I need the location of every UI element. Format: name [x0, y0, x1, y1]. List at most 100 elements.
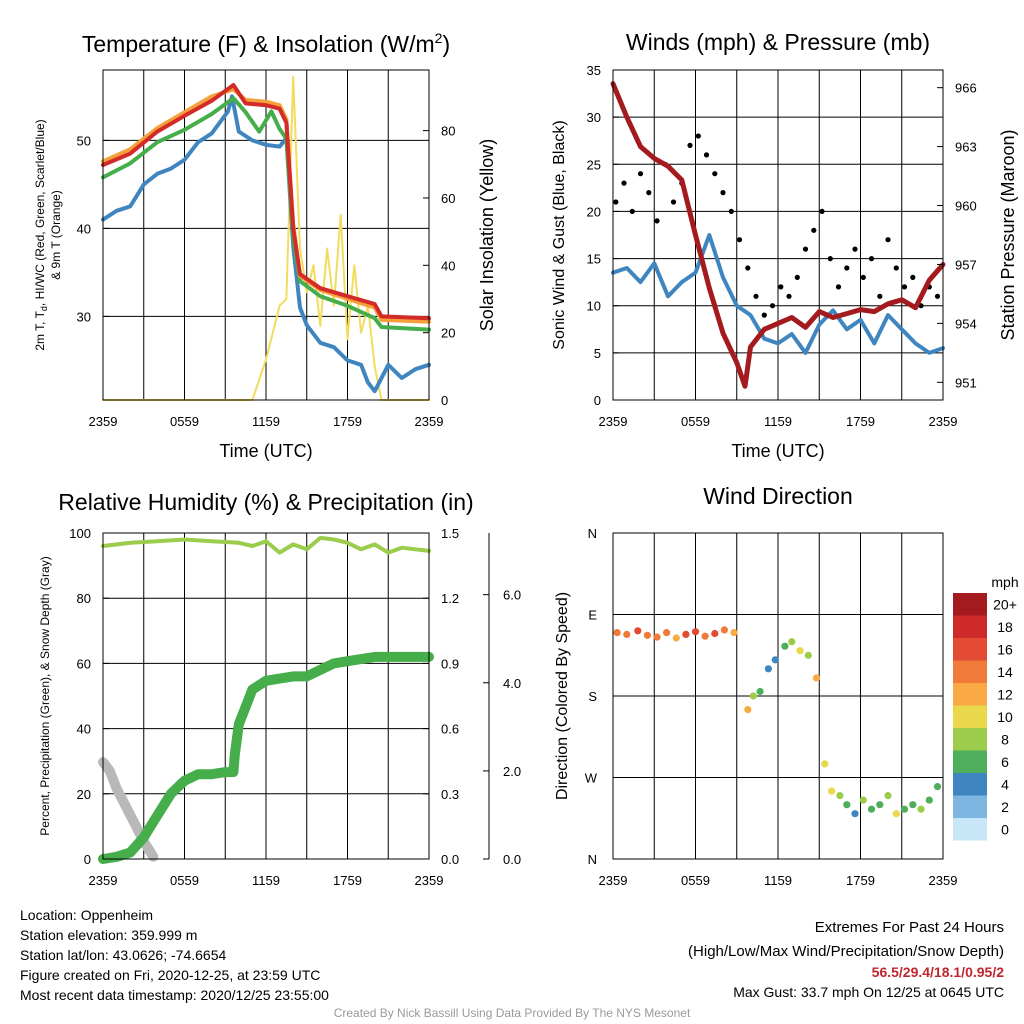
- y2-tick-label: 960: [955, 199, 977, 214]
- temperature-xlabel: Time (UTC): [219, 441, 312, 461]
- y2-tick-label: 0.6: [441, 722, 459, 737]
- y2-tick-label: 1.2: [441, 591, 459, 606]
- gust-point: [893, 265, 899, 271]
- gust-point: [811, 227, 817, 233]
- y2-tick-label: 0: [441, 393, 448, 408]
- x-tick-label: 0559: [170, 414, 199, 429]
- station-latlon: Station lat/lon: 43.0626; -74.6654: [20, 947, 227, 963]
- snow-depth-line: [98, 757, 159, 862]
- legend-swatch: [953, 638, 987, 661]
- legend-swatch: [953, 750, 987, 773]
- y2-tick-label: 20: [441, 326, 455, 341]
- temperature-ylabel-left-2: & 9m T (Orange): [49, 190, 63, 280]
- temperature-line: [101, 96, 431, 332]
- gust-point: [753, 293, 759, 299]
- y-tick-label: 0: [594, 393, 601, 408]
- winds-grid: [613, 70, 943, 400]
- y2-tick-label: 1.5: [441, 526, 459, 541]
- direction-point: [663, 629, 671, 637]
- x-tick-label: 2359: [599, 414, 628, 429]
- winds-ylabel-right: Station Pressure (Maroon): [998, 129, 1018, 340]
- direction-tick-label: N: [588, 852, 597, 867]
- temperature-ylabel-left: 2m T, Td, HI/WC (Red, Green, Scarlet/Blu…: [33, 119, 49, 350]
- direction-point: [720, 626, 729, 634]
- direction-point: [764, 665, 773, 673]
- direction-point: [917, 805, 925, 813]
- legend-label: 10: [997, 709, 1013, 725]
- y2-tick-label: 966: [955, 81, 977, 96]
- direction-point: [900, 805, 909, 813]
- gust-point: [637, 171, 644, 177]
- direction-point: [781, 642, 789, 650]
- x-tick-label: 0559: [681, 414, 710, 429]
- direction-point: [796, 647, 804, 655]
- x-tick-label: 2359: [89, 414, 118, 429]
- direction-tick-label: S: [588, 689, 597, 704]
- y-tick-label: 20: [587, 204, 601, 219]
- gust-point: [720, 190, 726, 196]
- extremes-values: 56.5/29.4/18.1/0.95/2: [871, 964, 1004, 980]
- direction-grid: [613, 533, 943, 859]
- gust-point: [687, 142, 693, 148]
- direction-point: [812, 674, 821, 682]
- direction-point: [804, 651, 812, 659]
- winds-ticks: 2359 0559 1159 1759 2359 0 5 10 15 20 25 30 35 951 954…: [587, 63, 977, 429]
- station-info: Location: Oppenheim Station elevation: 3…: [20, 905, 329, 1005]
- legend-title: mph: [991, 574, 1018, 590]
- gust-point: [835, 284, 842, 290]
- extremes-block: Extremes For Past 24 Hours (High/Low/Max…: [688, 918, 1004, 1002]
- direction-point: [788, 638, 796, 646]
- direction-point: [749, 692, 757, 700]
- x-tick-label: 2359: [929, 873, 958, 888]
- winds-ylabel-left: Sonic Wind & Gust (Blue, Black): [551, 120, 568, 349]
- figure-created: Figure created on Fri, 2020-12-25, at 23…: [20, 967, 321, 983]
- legend-swatch: [953, 795, 987, 818]
- direction-point: [851, 810, 859, 818]
- y-tick-label: 30: [587, 110, 601, 125]
- gust-point: [934, 293, 941, 299]
- x-tick-label: 2359: [415, 873, 444, 888]
- direction-point: [730, 629, 738, 637]
- humidity-line: [101, 535, 431, 555]
- winds-xlabel: Time (UTC): [731, 441, 824, 461]
- gust-point: [761, 312, 767, 318]
- direction-point: [756, 687, 764, 696]
- humidity-ylabel-left: Percent, Precipitation (Green), & Snow D…: [38, 556, 52, 835]
- y2-tick-label: 0.0: [441, 852, 459, 867]
- humidity-title: Relative Humidity (%) & Precipitation (i…: [58, 489, 473, 515]
- gust-point: [621, 180, 627, 186]
- direction-point: [744, 706, 752, 714]
- direction-point: [884, 792, 892, 800]
- y-tick-label: 10: [587, 299, 601, 314]
- gust-point: [901, 284, 908, 290]
- y-tick-label: 40: [77, 221, 91, 236]
- x-tick-label: 0559: [170, 873, 199, 888]
- direction-point: [867, 805, 876, 813]
- direction-title: Wind Direction: [703, 483, 853, 509]
- gust-point: [819, 208, 825, 214]
- legend-swatch: [953, 593, 987, 616]
- direction-point: [711, 629, 719, 638]
- gust-point: [885, 237, 891, 243]
- legend-swatch: [953, 728, 987, 751]
- x-tick-label: 0559: [681, 873, 710, 888]
- gust-point: [786, 293, 792, 299]
- max-gust: Max Gust: 33.7 mph On 12/25 at 0645 UTC: [733, 984, 1004, 1000]
- direction-point: [623, 630, 631, 639]
- direction-point: [691, 628, 700, 636]
- temperature-grid: [103, 70, 429, 400]
- y-tick-label: 25: [587, 157, 601, 172]
- direction-tick-label: N: [588, 526, 597, 541]
- temperature-line: [101, 87, 431, 324]
- legend-swatch: [953, 818, 987, 841]
- gust-point: [646, 190, 652, 196]
- temperature-ylabel-right: Solar Insolation (Yellow): [477, 139, 497, 331]
- y-tick-label: 15: [587, 252, 601, 267]
- pressure-line: [610, 81, 946, 389]
- legend-label: 12: [997, 686, 1013, 702]
- x-tick-label: 2359: [89, 873, 118, 888]
- snow-tick-label: 6.0: [503, 588, 521, 603]
- snow-tick-label: 4.0: [503, 676, 521, 691]
- y2-tick-label: 0.9: [441, 656, 459, 671]
